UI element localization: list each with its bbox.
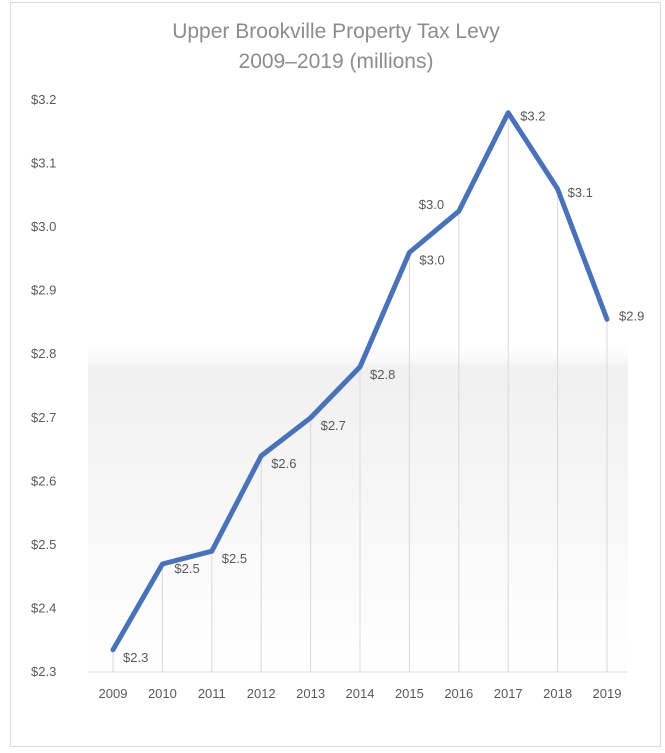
- x-tick-label: 2011: [198, 686, 226, 701]
- data-label: $2.5: [222, 551, 247, 566]
- x-axis-ticks: 2009 2010 2011 2012 2013 2014 2015 2016 2017 2018…: [99, 686, 622, 701]
- data-labels: $2.3 $2.5 $2.5 $2.6 $2.7 $2.8 $3.0 $3.0 $3.2 $3.1…: [123, 109, 644, 665]
- y-tick-label: $2.9: [31, 283, 56, 298]
- data-label: $2.3: [123, 650, 148, 665]
- data-label: $3.2: [520, 109, 545, 124]
- x-tick-label: 2009: [99, 686, 128, 701]
- y-tick-label: $2.4: [31, 600, 56, 615]
- y-tick-label: $3.0: [31, 219, 56, 234]
- x-tick-label: 2015: [395, 686, 424, 701]
- y-tick-label: $2.7: [31, 410, 56, 425]
- drop-lines: [112, 112, 608, 672]
- y-tick-label: $3.2: [31, 92, 56, 107]
- y-axis-ticks: $2.3 $2.4 $2.5 $2.6 $2.7 $2.8 $2.9 $3.0 $3.1 $3.2: [31, 92, 56, 679]
- series-line: [110, 110, 610, 653]
- plot-background: [88, 100, 628, 672]
- x-tick-label: 2012: [247, 686, 276, 701]
- data-label: $2.5: [174, 561, 199, 576]
- y-tick-label: $2.5: [31, 537, 56, 552]
- y-tick-label: $3.1: [31, 156, 56, 171]
- data-label: $3.0: [419, 197, 444, 212]
- data-label: $3.1: [568, 185, 593, 200]
- x-tick-label: 2018: [543, 686, 572, 701]
- data-label: $2.7: [321, 418, 346, 433]
- x-tick-label: 2013: [296, 686, 325, 701]
- x-tick-label: 2017: [494, 686, 523, 701]
- chart-title-line-1: Upper Brookville Property Tax Levy: [172, 20, 500, 43]
- data-label: $2.8: [370, 367, 395, 382]
- x-tick-label: 2019: [593, 686, 622, 701]
- x-tick-label: 2016: [444, 686, 473, 701]
- chart-title-line-2: 2009–2019 (millions): [239, 50, 434, 73]
- x-tick-label: 2014: [346, 686, 375, 701]
- data-label: $2.6: [271, 456, 296, 471]
- y-tick-label: $2.6: [31, 473, 56, 488]
- y-tick-label: $2.3: [31, 664, 56, 679]
- y-tick-label: $2.8: [31, 346, 56, 361]
- x-tick-label: 2010: [148, 686, 177, 701]
- data-label: $3.0: [419, 253, 444, 268]
- data-label: $2.9: [619, 308, 644, 323]
